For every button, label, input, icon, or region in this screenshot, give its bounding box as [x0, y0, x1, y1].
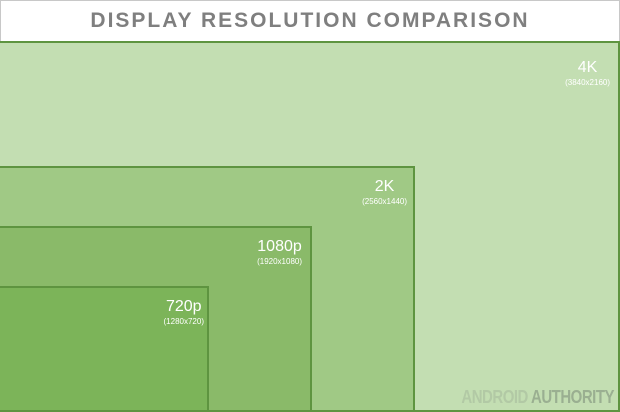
resolution-name: 4K: [577, 59, 598, 76]
resolution-dims: (1280x720): [163, 317, 204, 326]
resolution-dims: (2560x1440): [362, 197, 407, 206]
diagram-title: DISPLAY RESOLUTION COMPARISON: [90, 9, 530, 32]
resolution-dims: (1920x1080): [257, 257, 302, 266]
resolution-box-720p: 720p (1280x720): [0, 286, 209, 412]
watermark-part1: ANDROID: [461, 387, 528, 408]
resolution-name: 720p: [165, 298, 202, 315]
watermark-logo: ANDROID AUTHORITY: [461, 387, 614, 407]
resolution-name: 1080p: [257, 238, 302, 255]
resolution-dims: (3840x2160): [565, 78, 610, 87]
label-1080p: 1080p (1920x1080): [257, 238, 302, 268]
label-2k: 2K (2560x1440): [362, 178, 407, 208]
label-4k: 4K (3840x2160): [565, 59, 610, 89]
watermark-part2: AUTHORITY: [531, 387, 615, 408]
resolution-name: 2K: [374, 178, 395, 195]
label-720p: 720p (1280x720): [164, 298, 204, 328]
